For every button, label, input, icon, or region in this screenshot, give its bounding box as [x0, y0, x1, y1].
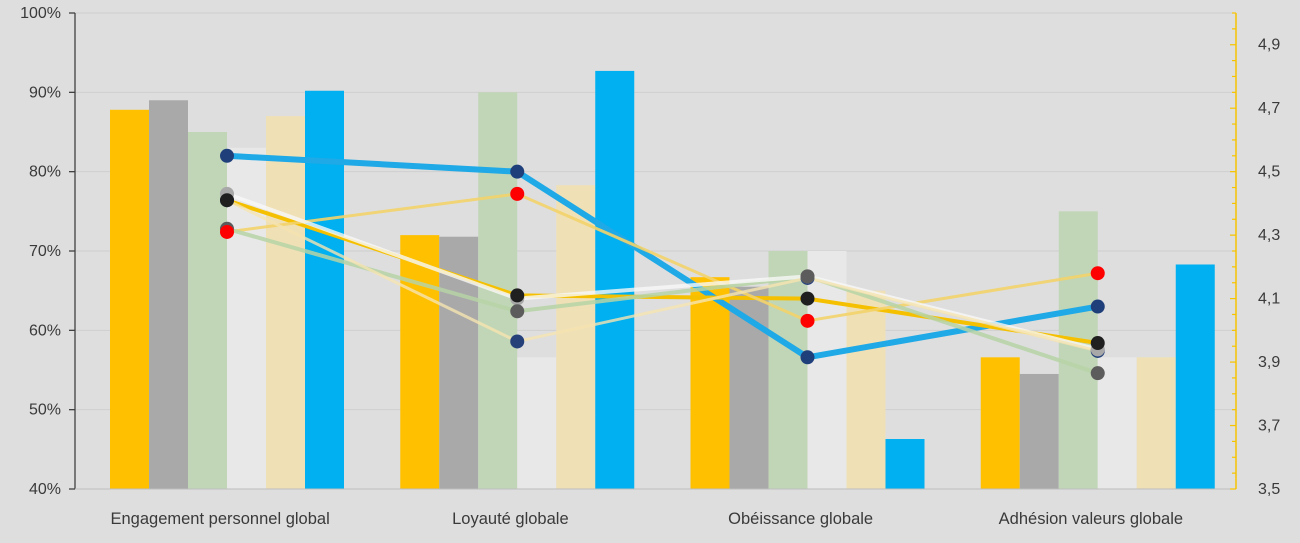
line-point — [800, 313, 815, 328]
series-line — [225, 198, 1100, 346]
line-point — [800, 269, 815, 284]
category-label: Obéissance globale — [728, 510, 873, 528]
bars — [110, 70, 1215, 490]
left-tick-label: 60% — [29, 322, 61, 339]
series-line — [225, 191, 1100, 352]
line-point — [1090, 266, 1105, 281]
line-point — [510, 164, 525, 179]
line-point — [220, 193, 234, 208]
line-point — [800, 350, 815, 365]
bar — [149, 100, 188, 490]
bar — [556, 185, 596, 490]
left-tick-label: 50% — [29, 402, 61, 419]
bar — [400, 235, 440, 489]
line-point — [510, 288, 525, 303]
right-tick-label: 3,9 — [1258, 354, 1280, 371]
bar — [305, 90, 344, 489]
bar — [188, 132, 227, 489]
bar — [595, 70, 635, 489]
category-label: Loyauté globale — [452, 510, 569, 528]
bar — [690, 277, 730, 489]
bar — [1019, 373, 1059, 489]
right-tick-label: 4,3 — [1258, 227, 1280, 244]
bar — [1097, 357, 1137, 489]
bar — [885, 439, 925, 489]
bar — [517, 357, 557, 489]
line-markers — [220, 148, 1105, 381]
series-line — [225, 198, 1100, 353]
line-point — [1090, 336, 1105, 351]
bar — [846, 290, 886, 489]
line-point — [220, 148, 234, 163]
category-label: Adhésion valeurs globale — [999, 510, 1183, 528]
right-tick-label: 4,1 — [1258, 291, 1280, 308]
left-tick-label: 40% — [29, 481, 61, 498]
category-label: Engagement personnel global — [111, 510, 330, 528]
line-point — [1090, 299, 1105, 314]
right-tick-label: 3,5 — [1258, 481, 1280, 498]
line-point — [220, 224, 234, 239]
series-line — [224, 152, 1101, 361]
line-point — [510, 186, 525, 201]
line-point — [510, 304, 525, 319]
right-tick-label: 4,5 — [1258, 164, 1280, 181]
bar — [1136, 357, 1176, 489]
bar — [807, 251, 847, 489]
left-tick-label: 80% — [29, 164, 61, 181]
right-tick-label: 4,7 — [1258, 100, 1280, 117]
series-line — [225, 226, 1100, 376]
bar — [768, 251, 808, 489]
line-point — [1090, 366, 1105, 381]
line-point — [800, 291, 815, 306]
bar — [266, 116, 305, 489]
axis-labels: 40% 50% 60% 70% 80% 90% 100% 3,5 3,7 3,9 4,1 4,3 4,5… — [20, 5, 1280, 528]
bar — [110, 109, 149, 489]
line-series — [224, 152, 1101, 376]
bar — [1175, 264, 1215, 489]
axes — [69, 12, 1237, 490]
left-tick-label: 100% — [20, 5, 61, 22]
left-tick-label: 70% — [29, 243, 61, 260]
bar — [980, 357, 1020, 489]
right-tick-label: 3,7 — [1258, 418, 1280, 435]
series-line — [225, 192, 1100, 323]
right-tick-label: 4,9 — [1258, 37, 1280, 54]
line-point — [510, 334, 525, 349]
left-tick-label: 90% — [29, 84, 61, 101]
